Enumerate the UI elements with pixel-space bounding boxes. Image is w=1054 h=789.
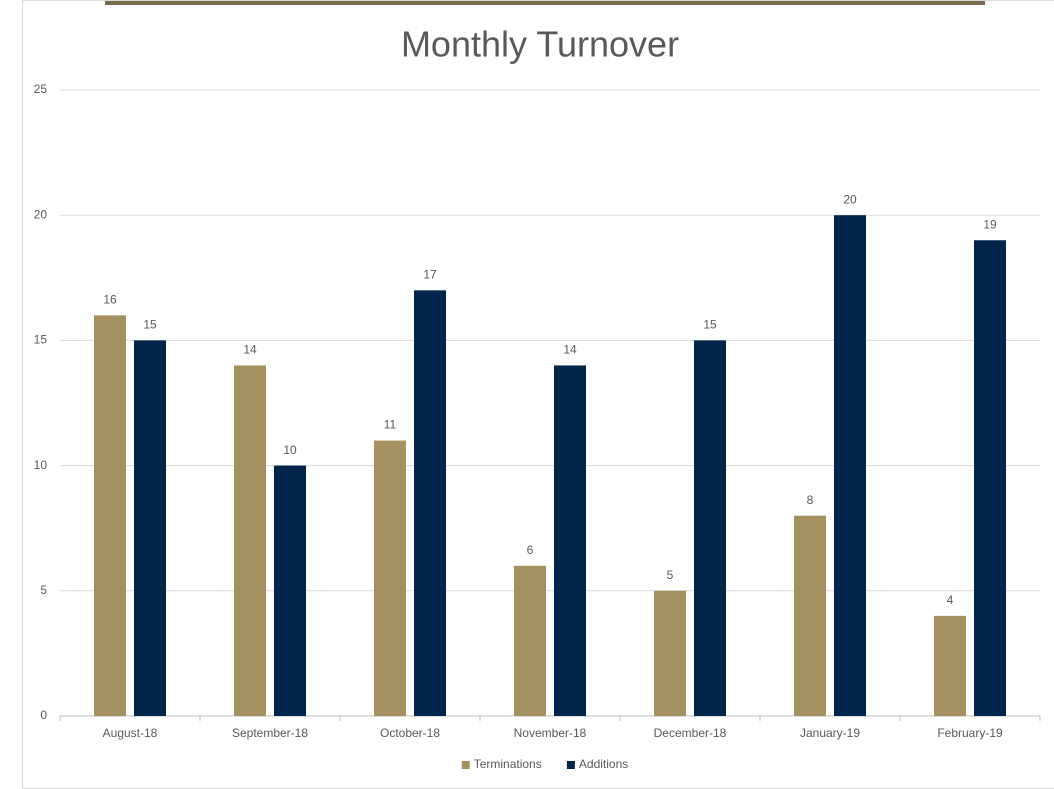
data-label: 14 [243,343,257,357]
bar [554,365,586,716]
data-label: 17 [423,267,437,281]
data-label: 11 [384,418,397,432]
data-label: 8 [807,493,814,507]
data-label: 5 [667,568,674,582]
x-tick-label: September-18 [232,726,308,740]
bar [374,440,406,716]
bar [654,590,686,716]
x-tick-label: August-18 [103,726,158,740]
bar [974,240,1006,717]
data-label: 15 [703,318,717,332]
data-label: 10 [283,443,297,457]
bar [694,340,726,716]
y-tick-label: 5 [40,583,47,597]
y-tick-label: 25 [34,82,48,96]
data-label: 15 [143,318,157,332]
x-tick-label: November-18 [514,726,587,740]
x-tick-label: October-18 [380,726,440,740]
header-image-strip [105,0,985,5]
data-label: 20 [843,192,857,206]
bar [274,465,306,716]
y-tick-label: 15 [34,333,48,347]
bar [514,565,546,716]
data-label: 16 [103,293,117,307]
legend-label: Terminations [474,757,542,771]
x-tick-label: December-18 [654,726,727,740]
legend-swatch [461,761,470,769]
bar [834,215,866,716]
legend-swatch [566,761,575,769]
data-label: 14 [563,343,577,357]
y-tick-label: 20 [34,207,48,221]
bar [234,365,266,716]
bar [794,515,826,716]
y-tick-label: 10 [34,458,48,472]
bar [94,315,126,716]
y-tick-label: 0 [40,708,47,722]
x-tick-label: January-19 [800,726,860,740]
bar [134,340,166,716]
data-label: 19 [983,217,997,231]
chart-title: Monthly Turnover [401,24,679,65]
x-tick-label: February-19 [937,726,1003,740]
bar [934,615,966,716]
data-label: 4 [947,593,954,607]
legend-label: Additions [579,757,628,771]
data-label: 6 [527,543,534,557]
bar [414,290,446,716]
